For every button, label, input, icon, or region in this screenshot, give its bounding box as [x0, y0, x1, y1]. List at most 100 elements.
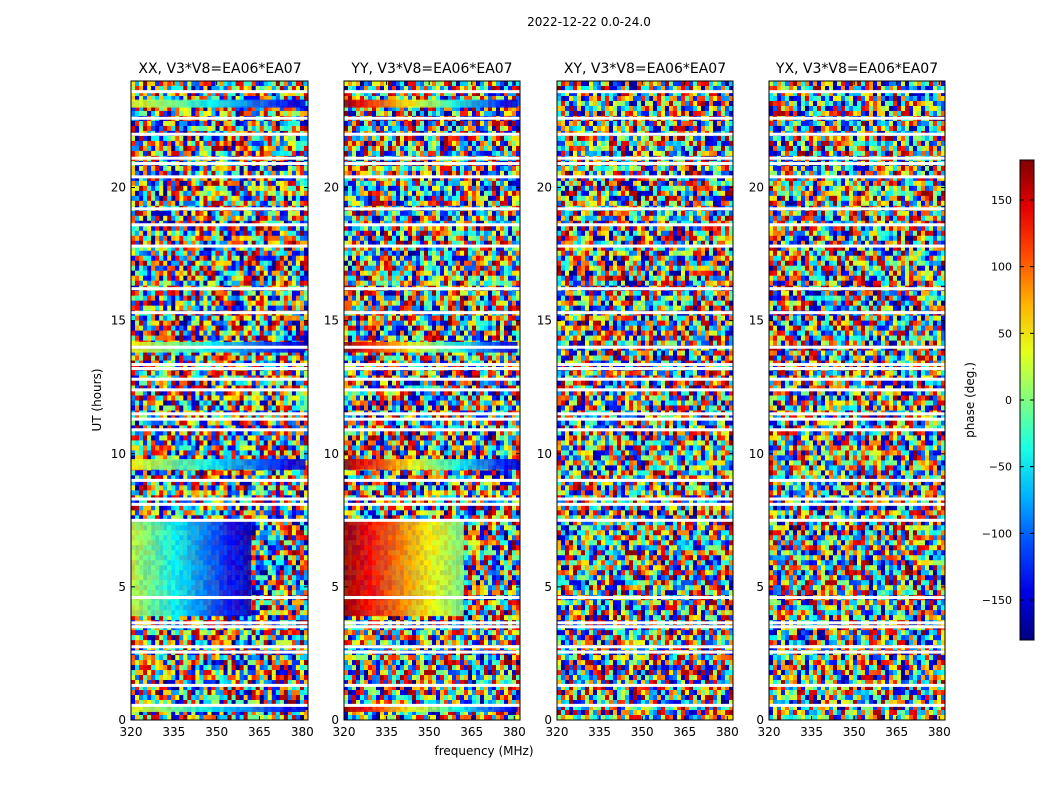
phase-cell — [219, 455, 224, 461]
phase-cell — [295, 305, 301, 312]
phase-cell — [203, 425, 208, 431]
phase-cell — [235, 140, 241, 147]
phase-cell — [163, 85, 168, 92]
phase-cell — [259, 405, 265, 411]
phase-cell — [243, 165, 249, 172]
phase-cell — [191, 85, 196, 92]
phase-cell — [155, 425, 160, 431]
phase-cell — [223, 280, 228, 287]
phase-cell — [163, 195, 168, 202]
phase-cell — [171, 85, 176, 92]
phase-cell — [163, 275, 168, 282]
phase-cell — [139, 315, 144, 322]
phase-cell — [263, 315, 269, 322]
phase-cell — [259, 81, 265, 87]
phase-cell — [159, 320, 164, 327]
phase-cell — [179, 200, 184, 207]
phase-cell — [215, 300, 220, 307]
phase-cell — [203, 470, 208, 476]
phase-cell — [279, 230, 285, 237]
phase-cell — [283, 295, 289, 302]
phase-cell — [199, 230, 204, 237]
phase-cell — [151, 330, 156, 336]
phase-cell — [247, 320, 253, 327]
phase-cell — [271, 445, 277, 451]
phase-cell — [239, 105, 245, 112]
phase-cell — [259, 180, 265, 187]
phase-cell — [271, 215, 277, 222]
phase-cell — [143, 505, 148, 511]
phase-cell — [171, 350, 176, 356]
phase-cell — [271, 145, 277, 152]
phase-cell — [171, 335, 176, 341]
phase-cell — [295, 555, 301, 561]
phase-cell — [223, 225, 228, 232]
phase-cell — [147, 485, 152, 491]
phase-cell — [283, 540, 289, 546]
phase-cell — [207, 95, 212, 102]
phase-cell — [171, 615, 176, 621]
phase-cell — [207, 320, 212, 327]
phase-cell — [231, 490, 236, 496]
phase-cell — [259, 245, 265, 252]
phase-cell — [299, 180, 305, 187]
phase-cell — [259, 565, 265, 571]
phase-cell — [175, 200, 180, 207]
phase-cell — [255, 295, 261, 302]
phase-cell — [303, 340, 309, 346]
phase-cell — [243, 210, 249, 217]
phase-cell — [279, 535, 285, 541]
phase-cell — [179, 405, 184, 411]
phase-cell — [295, 475, 301, 481]
phase-cell — [163, 425, 168, 431]
phase-cell — [291, 95, 297, 102]
phase-cell — [279, 95, 285, 102]
phase-cell — [223, 320, 228, 327]
phase-cell — [227, 225, 232, 232]
phase-cell — [239, 270, 245, 277]
phase-cell — [207, 480, 212, 486]
phase-cell — [279, 295, 285, 302]
phase-cell — [295, 95, 301, 102]
phase-cell — [163, 185, 168, 192]
phase-cell — [223, 85, 228, 92]
phase-cell — [183, 215, 188, 222]
phase-cell — [223, 370, 228, 376]
phase-cell — [291, 575, 297, 581]
phase-cell — [247, 200, 253, 207]
phase-cell — [195, 485, 200, 491]
phase-cell — [263, 560, 269, 566]
phase-cell — [187, 405, 192, 411]
phase-cell — [251, 325, 257, 332]
phase-cell — [179, 450, 184, 456]
phase-cell — [171, 355, 176, 361]
phase-cell — [247, 235, 253, 242]
phase-cell — [291, 355, 297, 361]
phase-cell — [267, 125, 273, 132]
phase-cell — [255, 525, 261, 531]
phase-cell — [279, 170, 285, 177]
phase-cell — [267, 250, 273, 257]
phase-cell — [299, 600, 305, 606]
phase-cell — [275, 545, 281, 551]
phase-cell — [179, 395, 184, 401]
phase-cell — [239, 135, 245, 142]
phase-cell — [235, 485, 241, 491]
phase-cell — [235, 270, 241, 277]
phase-cell — [171, 290, 176, 297]
phase-cell — [139, 470, 144, 476]
phase-cell — [135, 180, 140, 187]
phase-cell — [175, 435, 180, 441]
phase-cell — [147, 455, 152, 461]
phase-cell — [191, 140, 196, 147]
phase-cell — [251, 215, 257, 222]
phase-cell — [263, 215, 269, 222]
phase-cell — [303, 195, 309, 202]
phase-cell — [299, 470, 305, 476]
phase-cell — [171, 250, 176, 257]
phase-cell — [163, 170, 168, 177]
phase-cell — [183, 640, 188, 646]
phase-cell — [235, 370, 241, 376]
phase-cell — [143, 515, 148, 521]
phase-cell — [263, 580, 269, 586]
